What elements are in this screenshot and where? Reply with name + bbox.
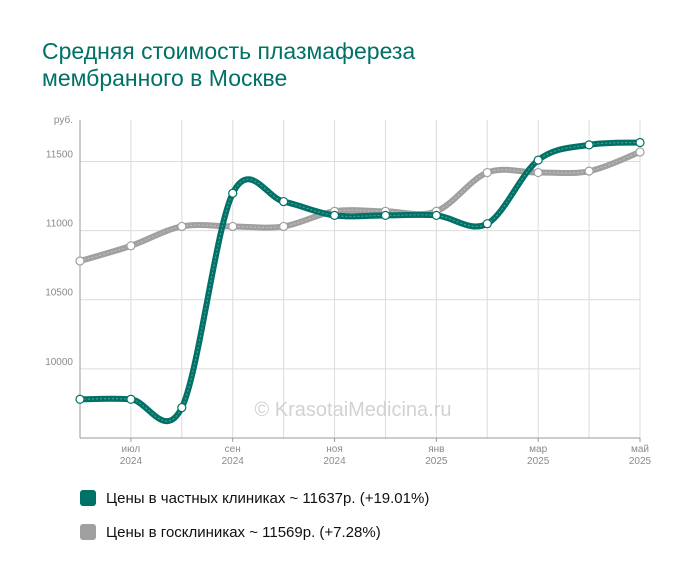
- watermark: © KrasotaiMedicina.ru: [254, 399, 451, 421]
- data-point-private: [533, 155, 543, 165]
- data-point-public: [533, 167, 543, 178]
- data-point-private: [329, 210, 340, 220]
- x-tick-label-year: 2025: [527, 456, 550, 467]
- data-point-public: [482, 167, 492, 178]
- chart-title-line-1: Средняя стоимость плазмафереза: [42, 38, 416, 64]
- data-point-public: [279, 221, 289, 232]
- data-point-public: [177, 221, 187, 232]
- data-point-private: [431, 210, 441, 220]
- legend-label-public: Цены в госклиниках ~ 11569р. (+7.28%): [106, 523, 381, 541]
- legend-item-private[interactable]: Цены в частных клиниках ~ 11637р. (+19.0…: [80, 488, 429, 508]
- x-tick-label-month: июл: [122, 444, 141, 455]
- data-point-private: [482, 219, 492, 229]
- y-tick-label: 10500: [45, 288, 73, 299]
- y-tick-label: 10000: [45, 357, 73, 368]
- data-point-public: [635, 147, 645, 157]
- data-point-private: [228, 188, 238, 198]
- line-chart: 10000105001100011500руб.июл2024сен2024но…: [45, 114, 651, 467]
- data-point-public: [75, 256, 85, 266]
- series-line-texture-public: [79, 151, 641, 262]
- x-tick-label-month: ноя: [326, 444, 343, 455]
- legend-label-private: Цены в частных клиниках ~ 11637р. (+19.0…: [106, 489, 430, 507]
- chart-title: Средняя стоимость плазмафереза мембранно…: [42, 38, 562, 92]
- legend-item-public[interactable]: Цены в госклиниках ~ 11569р. (+7.28%): [80, 522, 429, 542]
- data-point-private: [584, 140, 594, 150]
- series-line-private: [77, 139, 643, 425]
- x-tick-label-month: мар: [529, 444, 547, 455]
- data-point-private: [380, 210, 391, 220]
- x-tick-label-month: янв: [428, 444, 444, 455]
- y-axis-unit: руб.: [54, 114, 73, 126]
- grid: [80, 120, 641, 438]
- x-tick-label-month: май: [631, 444, 649, 455]
- data-point-public: [228, 221, 238, 232]
- x-tick-label-year: 2024: [120, 456, 143, 467]
- y-tick-label: 11500: [46, 149, 74, 160]
- chart-title-line-2: мембранного в Москве: [42, 65, 288, 91]
- data-point-private: [126, 394, 136, 404]
- y-tick-label: 11000: [46, 219, 74, 230]
- data-point-private: [635, 137, 645, 148]
- x-tick-label-year: 2025: [629, 456, 652, 467]
- data-point-public: [584, 166, 594, 176]
- data-point-private: [279, 196, 289, 207]
- series-line-texture-private: [79, 142, 641, 422]
- series-group: [75, 137, 645, 425]
- legend-swatch-private: [80, 490, 96, 506]
- axes: 10000105001100011500руб.июл2024сен2024но…: [45, 114, 651, 467]
- data-point-private: [75, 394, 85, 404]
- data-point-public: [126, 241, 136, 251]
- series-line-public: [77, 148, 643, 265]
- x-tick-label-month: сен: [225, 444, 241, 455]
- x-tick-label-year: 2024: [222, 456, 245, 467]
- legend-swatch-public: [80, 524, 96, 540]
- data-point-private: [177, 402, 187, 413]
- x-tick-label-year: 2024: [323, 456, 346, 467]
- x-tick-label-year: 2025: [425, 456, 448, 467]
- legend: Цены в частных клиниках ~ 11637р. (+19.0…: [80, 488, 429, 556]
